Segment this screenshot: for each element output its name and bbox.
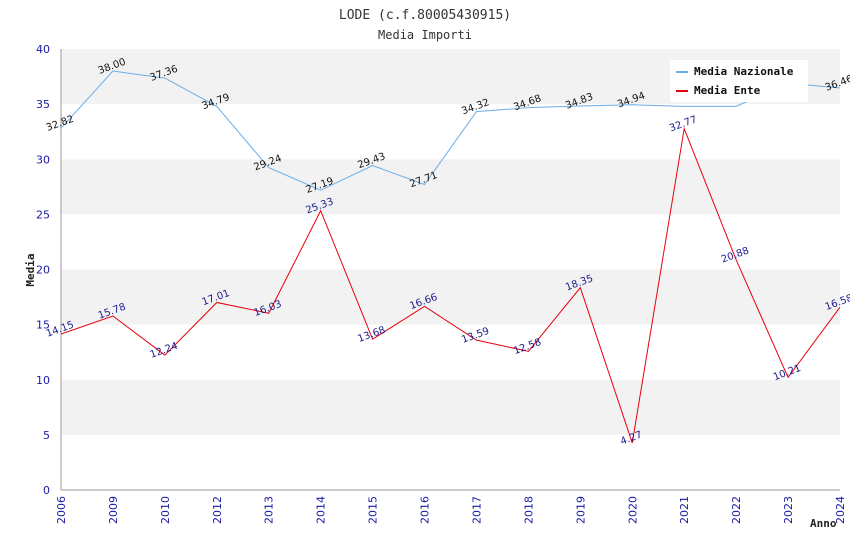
x-tick-label: 2006 xyxy=(55,496,68,524)
legend-box xyxy=(670,60,808,102)
grid-band xyxy=(61,159,840,215)
x-axis-label: Anno xyxy=(810,517,837,530)
y-tick-label: 10 xyxy=(36,374,50,387)
grid-band xyxy=(61,269,840,325)
plot-background-bands xyxy=(61,49,840,490)
series-lines xyxy=(60,70,841,444)
y-tick-label: 40 xyxy=(36,43,50,56)
chart-title: LODE (c.f.80005430915) xyxy=(339,8,511,23)
x-tick-label: 2009 xyxy=(107,496,120,524)
x-tick-label: 2015 xyxy=(367,496,380,524)
grid-band xyxy=(61,104,840,160)
grid-band xyxy=(61,324,840,380)
x-tick-label: 2019 xyxy=(574,496,587,524)
axes xyxy=(60,49,840,491)
x-tick-label: 2024 xyxy=(834,496,847,524)
y-tick-label: 15 xyxy=(36,319,50,332)
y-tick-label: 20 xyxy=(36,264,50,277)
x-tick-label: 2012 xyxy=(211,496,224,524)
y-tick-labels: 0 5 10 15 20 25 30 35 40 xyxy=(36,43,50,497)
x-tick-labels: 2006 2009 2010 2012 2013 2014 2015 2016 2017 2018… xyxy=(55,496,847,524)
chart-subtitle: Media Importi xyxy=(378,28,472,42)
grid-band xyxy=(61,214,840,270)
y-tick-label: 35 xyxy=(36,98,50,111)
grid-band xyxy=(61,434,840,490)
legend: Media Nazionale Media Ente xyxy=(670,60,808,102)
grid-band xyxy=(61,379,840,435)
y-tick-label: 25 xyxy=(36,208,50,221)
x-tick-label: 2017 xyxy=(470,496,483,524)
x-tick-label: 2018 xyxy=(522,496,535,524)
x-tick-label: 2020 xyxy=(626,496,639,524)
legend-label-nazionale: Media Nazionale xyxy=(694,65,794,78)
legend-label-ente: Media Ente xyxy=(694,84,761,97)
series-line-ente xyxy=(60,126,841,444)
x-tick-label: 2021 xyxy=(678,496,691,524)
x-tick-label: 2013 xyxy=(263,496,276,524)
x-tick-label: 2023 xyxy=(782,496,795,524)
y-tick-label: 5 xyxy=(43,429,50,442)
series-line-nazionale xyxy=(60,70,841,191)
x-tick-label: 2016 xyxy=(419,496,432,524)
y-tick-label: 0 xyxy=(43,484,50,497)
x-tick-label: 2022 xyxy=(730,496,743,524)
y-axis-label: Media xyxy=(24,253,37,286)
y-tick-label: 30 xyxy=(36,153,50,166)
x-tick-label: 2010 xyxy=(159,496,172,524)
x-tick-label: 2014 xyxy=(315,496,328,524)
